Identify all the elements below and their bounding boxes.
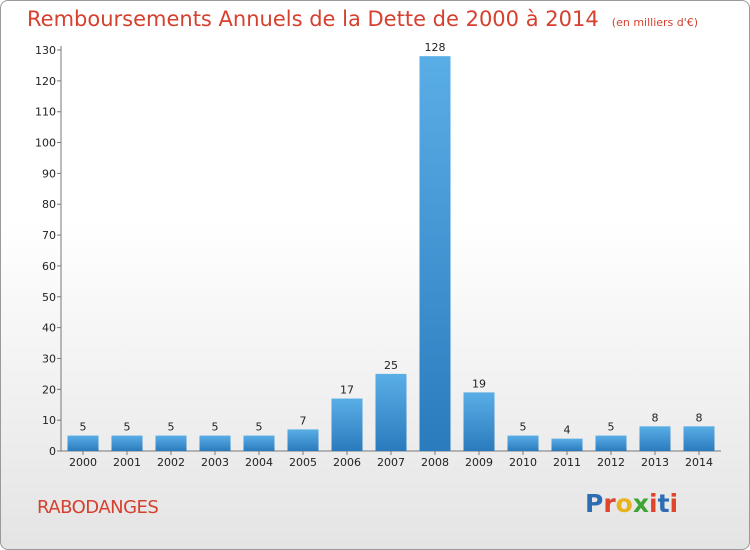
x-tick-label: 2005 [289,456,317,469]
bar-value-label: 7 [300,414,307,427]
y-tick-label: 90 [42,167,56,180]
bar [199,435,231,451]
bar-value-label: 5 [608,421,615,434]
x-tick-label: 2003 [201,456,229,469]
x-tick-label: 2010 [509,456,537,469]
x-tick-label: 2002 [157,456,185,469]
y-tick-label: 80 [42,198,56,211]
bar-value-label: 5 [168,421,175,434]
logo-letter: x [632,489,649,518]
x-tick-label: 2007 [377,456,405,469]
logo-letter: P [585,489,604,518]
x-tick-label: 2014 [685,456,713,469]
bar [419,56,451,452]
bar-value-label: 4 [564,424,571,437]
bar-value-label: 5 [80,421,87,434]
commune-name: RABODANGES [37,497,159,518]
chart-title: Remboursements Annuels de la Dette de 20… [27,7,698,31]
bar-value-label: 5 [520,421,527,434]
x-tick-label: 2009 [465,456,493,469]
bar [287,429,319,451]
bar [551,438,583,451]
bar [639,426,671,451]
bar-value-label: 5 [256,421,263,434]
bar [331,398,363,451]
logo-letter: t [657,489,670,518]
y-tick-label: 20 [42,383,56,396]
x-tick-label: 2000 [69,456,97,469]
y-tick-label: 100 [35,137,56,150]
chart-title-text: Remboursements Annuels de la Dette de 20… [27,7,599,31]
logo-letter: o [615,489,633,518]
bar-value-label: 5 [124,421,131,434]
bar-value-label: 128 [425,41,446,54]
proxiti-logo: Proxiti [585,489,678,518]
bar-value-label: 8 [652,411,659,424]
bar-value-label: 5 [212,421,219,434]
bar-value-label: 8 [696,411,703,424]
bar-value-label: 19 [472,377,486,390]
x-tick-label: 2012 [597,456,625,469]
x-tick-label: 2008 [421,456,449,469]
y-tick-label: 30 [42,352,56,365]
bar [67,435,99,451]
y-tick-label: 130 [35,44,56,57]
y-tick-label: 0 [49,445,56,458]
logo-letter: i [669,489,679,518]
y-tick-label: 60 [42,260,56,273]
bar [111,435,143,451]
bar [155,435,187,451]
x-tick-label: 2006 [333,456,361,469]
y-tick-label: 40 [42,322,56,335]
x-tick-label: 2004 [245,456,273,469]
bar [243,435,275,451]
bar-value-label: 17 [340,384,354,397]
x-tick-label: 2013 [641,456,669,469]
bar-value-label: 25 [384,359,398,372]
x-tick-label: 2011 [553,456,581,469]
logo-letter: i [649,489,658,518]
y-tick-label: 10 [42,414,56,427]
bar [595,435,627,451]
x-tick-label: 2001 [113,456,141,469]
y-tick-label: 110 [35,106,56,119]
bar [683,426,715,451]
bar [463,392,495,451]
logo-letter: r [603,489,616,518]
bar [375,373,407,451]
y-tick-label: 70 [42,229,56,242]
y-tick-label: 50 [42,291,56,304]
chart-unit-label: (en milliers d'€) [611,16,699,29]
bar [507,435,539,451]
y-tick-label: 120 [35,75,56,88]
